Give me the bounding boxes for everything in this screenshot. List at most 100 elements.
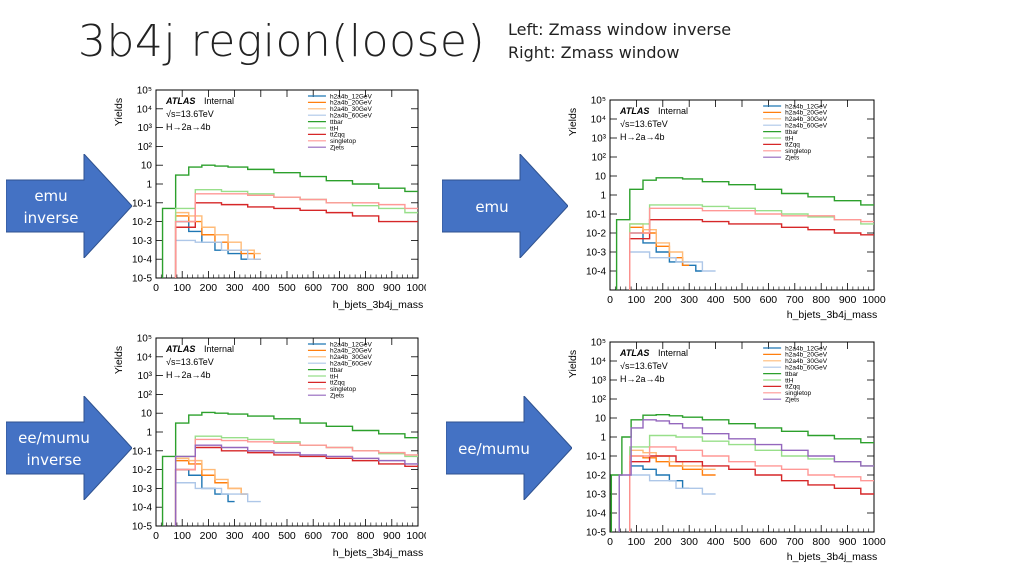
arrow-label-line1: ee/mumu	[18, 429, 90, 447]
x-tick-label: 300	[226, 530, 244, 542]
y-tick-label: 10-4	[132, 503, 152, 514]
legend-entry-ttH: ttH	[330, 125, 339, 132]
legend-entry-ttH: ttH	[330, 373, 339, 380]
arrow-label-line1: ee/mumu	[458, 440, 530, 458]
y-tick-label: 10²	[592, 395, 607, 406]
x-tick-label: 200	[654, 294, 672, 306]
arrow-label-line1: emu	[34, 187, 68, 205]
legend-entry-singletop: singletop	[785, 390, 811, 397]
arrow-eemumu-inverse: ee/mumu inverse	[6, 396, 132, 500]
legend-entry-h2a4b_12GeV: h2a4b_12GeV	[785, 103, 828, 110]
legend-entry-h2a4b_60GeV: h2a4b_60GeV	[785, 365, 828, 372]
x-tick-label: 800	[812, 294, 830, 306]
y-tick-label: 10⁴	[137, 352, 152, 363]
legend-entry-h2a4b_30GeV: h2a4b_30GeV	[330, 354, 373, 361]
y-tick-label: 10⁵	[591, 338, 606, 349]
y-tick-label: 10-1	[132, 198, 152, 209]
y-tick-label: 10-1	[132, 446, 152, 457]
legend-entry-ttH: ttH	[785, 377, 794, 384]
energy-label: √s=13.6TeV	[620, 361, 668, 371]
y-axis-label: Yields	[113, 98, 125, 126]
x-tick-label: 300	[226, 282, 244, 294]
x-tick-label: 1000	[862, 294, 886, 306]
x-tick-label: 500	[733, 294, 751, 306]
slide-title: 3b4j region(loose)	[78, 16, 486, 67]
series-line-singletop	[174, 438, 418, 526]
y-axis-label: Yields	[113, 346, 125, 374]
y-tick-label: 10²	[592, 153, 607, 164]
series-line-h2a4b_30GeV	[174, 457, 248, 526]
histogram-eemumu: 0 100 200 300 400 500 600 700 800 900 1000 10-5 10-4…	[567, 338, 886, 564]
y-tick-label: 10-1	[586, 210, 606, 221]
x-tick-label: 500	[278, 282, 296, 294]
energy-label: √s=13.6TeV	[620, 119, 668, 129]
series-line-h2a4b_60GeV	[174, 482, 261, 526]
x-tick-label: 600	[304, 282, 322, 294]
y-tick-label: 1	[600, 433, 606, 444]
x-tick-label: 400	[252, 282, 270, 294]
y-tick-label: 10-3	[132, 484, 152, 495]
x-tick-label: 300	[680, 536, 698, 548]
atlas-sub-label: Internal	[658, 106, 688, 116]
series-line-h2a4b_60GeV	[629, 474, 716, 532]
legend-entry-ttZqq: ttZqq	[785, 142, 800, 149]
x-tick-label: 700	[786, 536, 804, 548]
process-label: H→2a→4b	[166, 122, 211, 132]
arrow-label-line2: inverse	[26, 451, 82, 469]
series-line-singletop	[629, 207, 874, 290]
y-tick-label: 10⁵	[137, 334, 152, 345]
x-tick-label: 300	[680, 294, 698, 306]
y-tick-label: 10-3	[586, 490, 606, 501]
note-line-right: Right: Zmass window	[508, 43, 680, 62]
arrow-label-line2: inverse	[23, 209, 79, 227]
y-tick-label: 1	[146, 180, 152, 191]
arrow-shape	[6, 396, 132, 500]
atlas-sub-label: Internal	[204, 344, 234, 354]
y-tick-label: 10	[595, 172, 607, 183]
legend-entry-h2a4b_12GeV: h2a4b_12GeV	[785, 345, 828, 352]
plot-frame	[609, 341, 875, 533]
legend-entry-h2a4b_30GeV: h2a4b_30GeV	[785, 116, 828, 123]
x-axis-label: h_bjets_3b4j_mass	[333, 547, 423, 559]
x-tick-label: 500	[278, 530, 296, 542]
x-tick-label: 0	[607, 536, 613, 548]
y-tick-label: 10³	[592, 376, 607, 387]
x-tick-label: 900	[383, 282, 401, 294]
arrow-label-line1: emu	[475, 198, 509, 216]
y-tick-label: 10-3	[132, 236, 152, 247]
legend-entry-h2a4b_30GeV: h2a4b_30GeV	[330, 106, 373, 113]
legend-entry-ttZqq: ttZqq	[785, 384, 800, 391]
atlas-sub-label: Internal	[204, 96, 234, 106]
legend-entry-ttbar: ttbar	[785, 129, 799, 136]
x-tick-label: 800	[812, 536, 830, 548]
x-tick-label: 700	[786, 294, 804, 306]
note-line-left: Left: Zmass window inverse	[508, 20, 732, 39]
legend-entry-h2a4b_20GeV: h2a4b_20GeV	[330, 100, 373, 107]
process-label: H→2a→4b	[166, 370, 211, 380]
legend-entry-h2a4b_60GeV: h2a4b_60GeV	[330, 113, 373, 120]
x-tick-label: 1000	[406, 282, 426, 294]
x-tick-label: 700	[331, 282, 349, 294]
x-tick-label: 0	[153, 530, 159, 542]
y-tick-label: 10-5	[586, 528, 606, 539]
x-tick-label: 600	[760, 294, 778, 306]
y-tick-label: 10-5	[132, 522, 152, 533]
plot-emu: 0 100 200 300 400 500 600 700 800 900 1000 10-4 10-3…	[562, 92, 892, 324]
arrow-emu: emu	[442, 154, 568, 258]
series-line-ttZqq	[629, 455, 874, 532]
legend-entry-ttbar: ttbar	[330, 119, 344, 126]
legend-entry-singletop: singletop	[330, 138, 356, 145]
arrow-label: emu	[442, 196, 542, 218]
x-tick-label: 500	[733, 536, 751, 548]
arrow-shape	[6, 154, 132, 258]
legend-entry-h2a4b_12GeV: h2a4b_12GeV	[330, 341, 373, 348]
series-line-ttbar	[610, 413, 874, 532]
y-tick-label: 1	[600, 191, 606, 202]
legend-entry-h2a4b_60GeV: h2a4b_60GeV	[785, 123, 828, 130]
y-axis-label: Yields	[567, 108, 579, 136]
legend-entry-Zjets: Zjets	[785, 155, 800, 162]
y-tick-label: 10	[595, 414, 607, 425]
y-tick-label: 10-2	[586, 229, 606, 240]
energy-label: √s=13.6TeV	[166, 357, 214, 367]
